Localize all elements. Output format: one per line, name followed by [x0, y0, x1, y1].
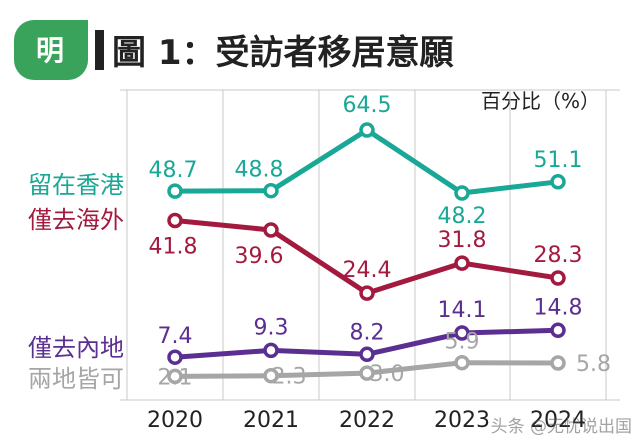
series-layer: 48.7 48.8 64.5 48.2 51.1 41.8 39.6 24.4 31.8 28.3…: [149, 93, 611, 390]
series-3-value-label: 3.0: [370, 362, 405, 387]
series-0-value-label: 51.1: [534, 148, 583, 173]
series-3-point: [359, 365, 375, 381]
series-0-point: [359, 122, 375, 138]
series-2-point: [550, 322, 566, 339]
series-0-point: [263, 182, 279, 199]
series-2-value-label: 14.8: [534, 295, 583, 320]
chart-title: 圖 1：受訪者移居意願: [112, 33, 454, 73]
series-0: 48.7 48.8 64.5 48.2 51.1: [149, 93, 583, 229]
series-2-value-label: 8.2: [350, 320, 385, 345]
logo-text: 明: [36, 34, 64, 67]
series-1-value-label: 28.3: [534, 243, 583, 268]
series-3-point: [454, 354, 470, 371]
series-0-point: [454, 185, 470, 201]
series-2-value-label: 9.3: [254, 315, 289, 340]
unit-label: 百分比（%）: [481, 89, 600, 113]
series-2-value-label: 14.1: [438, 298, 487, 323]
series-2: 7.4 9.3 8.2 14.1 14.8: [158, 295, 583, 365]
series-2-point: [167, 349, 183, 365]
series-3-value-label: 2.1: [158, 365, 193, 390]
legend-item-3: 兩地皆可: [28, 365, 124, 393]
series-1-point: [359, 285, 375, 301]
header: 明 圖 1：受訪者移居意願 百分比（%）: [14, 20, 600, 113]
series-3-point: [550, 355, 566, 371]
logo-badge: [14, 20, 88, 80]
gridlines: [120, 89, 620, 401]
series-1: 41.8 39.6 24.4 31.8 28.3: [149, 212, 583, 301]
series-1-point: [167, 212, 183, 229]
watermark: 头条 @无忧说出国: [491, 417, 632, 437]
series-0-point: [167, 183, 183, 199]
x-axis: 2020 2021 2022 2023 2024: [147, 408, 586, 433]
series-2-point: [454, 325, 470, 341]
series-0-value-label: 48.8: [235, 158, 284, 183]
series-3-value-label: 5.8: [576, 352, 611, 377]
x-tick-label: 2021: [243, 408, 299, 433]
series-3-value-label: 5.9: [445, 330, 480, 355]
title-marker: [95, 30, 104, 70]
series-3-point: [167, 368, 183, 385]
series-0-value-label: 48.7: [149, 158, 198, 183]
x-tick-label: 2023: [434, 408, 490, 433]
x-tick-label: 2024: [530, 408, 586, 433]
x-tick-label: 2020: [147, 408, 203, 433]
series-3: 2.1 2.3 3.0 5.9 5.8: [158, 330, 612, 391]
legend-item-2: 僅去內地: [28, 334, 124, 362]
series-0-value-label: 64.5: [343, 93, 392, 118]
series-1-value-label: 41.8: [149, 235, 198, 260]
series-2-point: [263, 342, 279, 359]
legend-item-1: 僅去海外: [28, 206, 124, 234]
series-1-point: [263, 222, 279, 238]
series-1-point: [454, 255, 470, 271]
series-2-point: [359, 346, 375, 363]
series-3-value-label: 2.3: [272, 365, 307, 390]
series-0-point: [550, 174, 566, 190]
series-0-value-label: 48.2: [438, 204, 487, 229]
series-3-point: [263, 367, 279, 384]
series-2-value-label: 7.4: [158, 324, 193, 349]
legend-item-0: 留在香港: [28, 171, 124, 199]
series-1-value-label: 39.6: [235, 244, 284, 269]
series-1-value-label: 31.8: [438, 228, 487, 253]
x-tick-label: 2022: [339, 408, 395, 433]
series-1-point: [550, 270, 566, 286]
series-0-line: [174, 127, 559, 196]
series-1-value-label: 24.4: [343, 258, 392, 283]
